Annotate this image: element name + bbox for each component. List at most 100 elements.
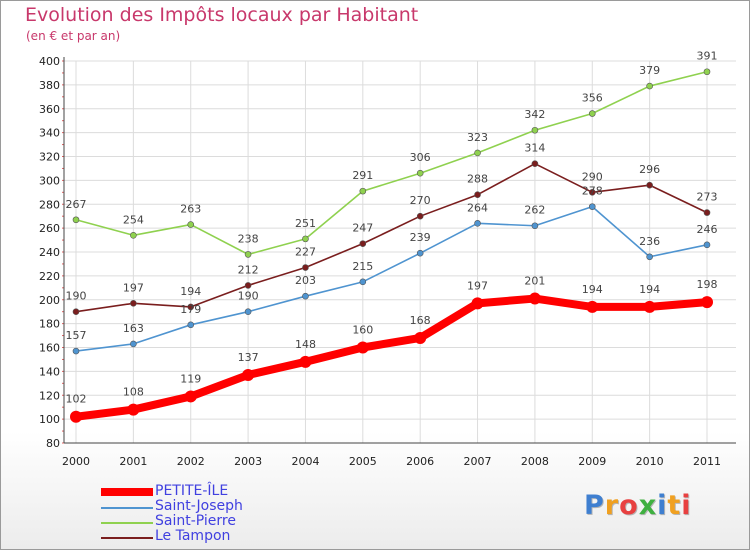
data-point <box>130 300 137 307</box>
data-label: 238 <box>238 232 259 245</box>
y-tick-label: 180 <box>39 318 60 331</box>
x-tick-label: 2011 <box>693 455 721 468</box>
data-label: 148 <box>295 338 316 351</box>
x-tick-label: 2001 <box>119 455 147 468</box>
data-label: 163 <box>123 322 144 335</box>
logo-letter: i <box>657 490 668 521</box>
data-label: 356 <box>582 92 603 105</box>
chart-subtitle: (en € et par an) <box>26 29 121 43</box>
x-tick-label: 2007 <box>464 455 492 468</box>
data-label: 102 <box>66 393 87 406</box>
data-point <box>531 126 539 134</box>
data-point <box>187 321 195 329</box>
data-point <box>414 331 427 344</box>
data-point <box>130 231 137 239</box>
x-tick-label: 2003 <box>234 455 262 468</box>
y-tick-label: 160 <box>39 342 60 355</box>
y-tick-label: 320 <box>39 151 60 164</box>
data-label: 215 <box>352 260 373 273</box>
y-tick-label: 400 <box>39 55 60 68</box>
data-point <box>701 296 713 309</box>
data-point <box>703 241 711 249</box>
legend-swatch <box>101 522 153 524</box>
data-point <box>643 300 656 313</box>
x-tick-label: 2002 <box>177 455 205 468</box>
data-label: 198 <box>697 278 718 291</box>
data-label: 323 <box>467 131 488 144</box>
data-label: 239 <box>410 231 431 244</box>
data-point <box>302 292 309 300</box>
data-label: 179 <box>180 303 201 316</box>
data-label: 379 <box>639 64 660 77</box>
legend-item-saint-joseph: Saint-Joseph <box>101 498 341 514</box>
data-point <box>703 209 711 216</box>
x-tick-label: 2005 <box>349 455 377 468</box>
y-tick-label: 280 <box>39 198 60 211</box>
data-label: 264 <box>467 201 488 214</box>
data-point <box>130 340 137 348</box>
data-point <box>244 308 252 315</box>
data-label: 194 <box>582 283 603 296</box>
data-label: 314 <box>524 142 545 155</box>
data-point <box>359 240 367 247</box>
series-line <box>75 70 708 256</box>
legend-label: Le Tampon <box>155 528 231 544</box>
series-line <box>75 205 708 352</box>
data-point <box>359 187 367 195</box>
data-label: 288 <box>467 173 488 186</box>
logo-letter: x <box>638 490 658 521</box>
data-label: 342 <box>524 108 545 121</box>
legend-item-saint-pierre: Saint-Pierre <box>101 513 341 529</box>
y-tick-label: 260 <box>39 222 60 235</box>
data-point <box>187 303 195 311</box>
data-label: 247 <box>352 222 373 235</box>
data-label: 157 <box>66 329 87 342</box>
x-tick-label: 2004 <box>291 455 319 468</box>
data-point <box>359 278 367 286</box>
data-point <box>474 191 481 198</box>
data-point <box>646 253 653 261</box>
data-point <box>70 410 82 423</box>
data-label: 251 <box>295 217 316 230</box>
data-point <box>127 403 140 416</box>
data-label: 227 <box>295 246 316 259</box>
y-tick-label: 140 <box>39 365 60 378</box>
data-point <box>531 222 539 230</box>
chart-title: Evolution des Impôts locaux par Habitant <box>25 4 419 26</box>
data-label: 306 <box>410 151 431 164</box>
data-label: 263 <box>180 203 201 216</box>
data-point <box>474 220 481 227</box>
data-point <box>588 203 596 210</box>
data-point <box>302 235 309 243</box>
proxiti-logo: Proxiti <box>584 490 692 521</box>
data-point <box>528 292 541 305</box>
data-point <box>72 308 80 315</box>
logo-letter: o <box>619 490 639 521</box>
x-tick-label: 2009 <box>578 455 606 468</box>
data-label: 119 <box>180 372 201 385</box>
data-label: 290 <box>582 170 603 183</box>
data-point <box>531 160 539 167</box>
data-label: 194 <box>639 283 660 296</box>
y-tick-label: 360 <box>39 103 60 116</box>
data-label: 160 <box>352 324 373 337</box>
y-tick-label: 80 <box>46 437 60 450</box>
data-label: 262 <box>524 204 545 217</box>
data-point <box>244 282 252 289</box>
data-label: 201 <box>524 275 545 288</box>
data-label: 168 <box>410 314 431 327</box>
data-point <box>471 297 484 310</box>
y-tick-label: 120 <box>39 389 60 402</box>
data-point <box>646 181 653 189</box>
data-point <box>416 249 424 257</box>
data-point <box>244 251 252 258</box>
y-tick-label: 200 <box>39 294 60 307</box>
data-label: 197 <box>123 281 144 294</box>
legend-item-le-tampon: Le Tampon <box>101 528 341 544</box>
data-label: 236 <box>639 235 660 248</box>
data-label: 291 <box>352 169 373 182</box>
y-tick-label: 100 <box>39 413 60 426</box>
data-label: 273 <box>697 191 718 204</box>
